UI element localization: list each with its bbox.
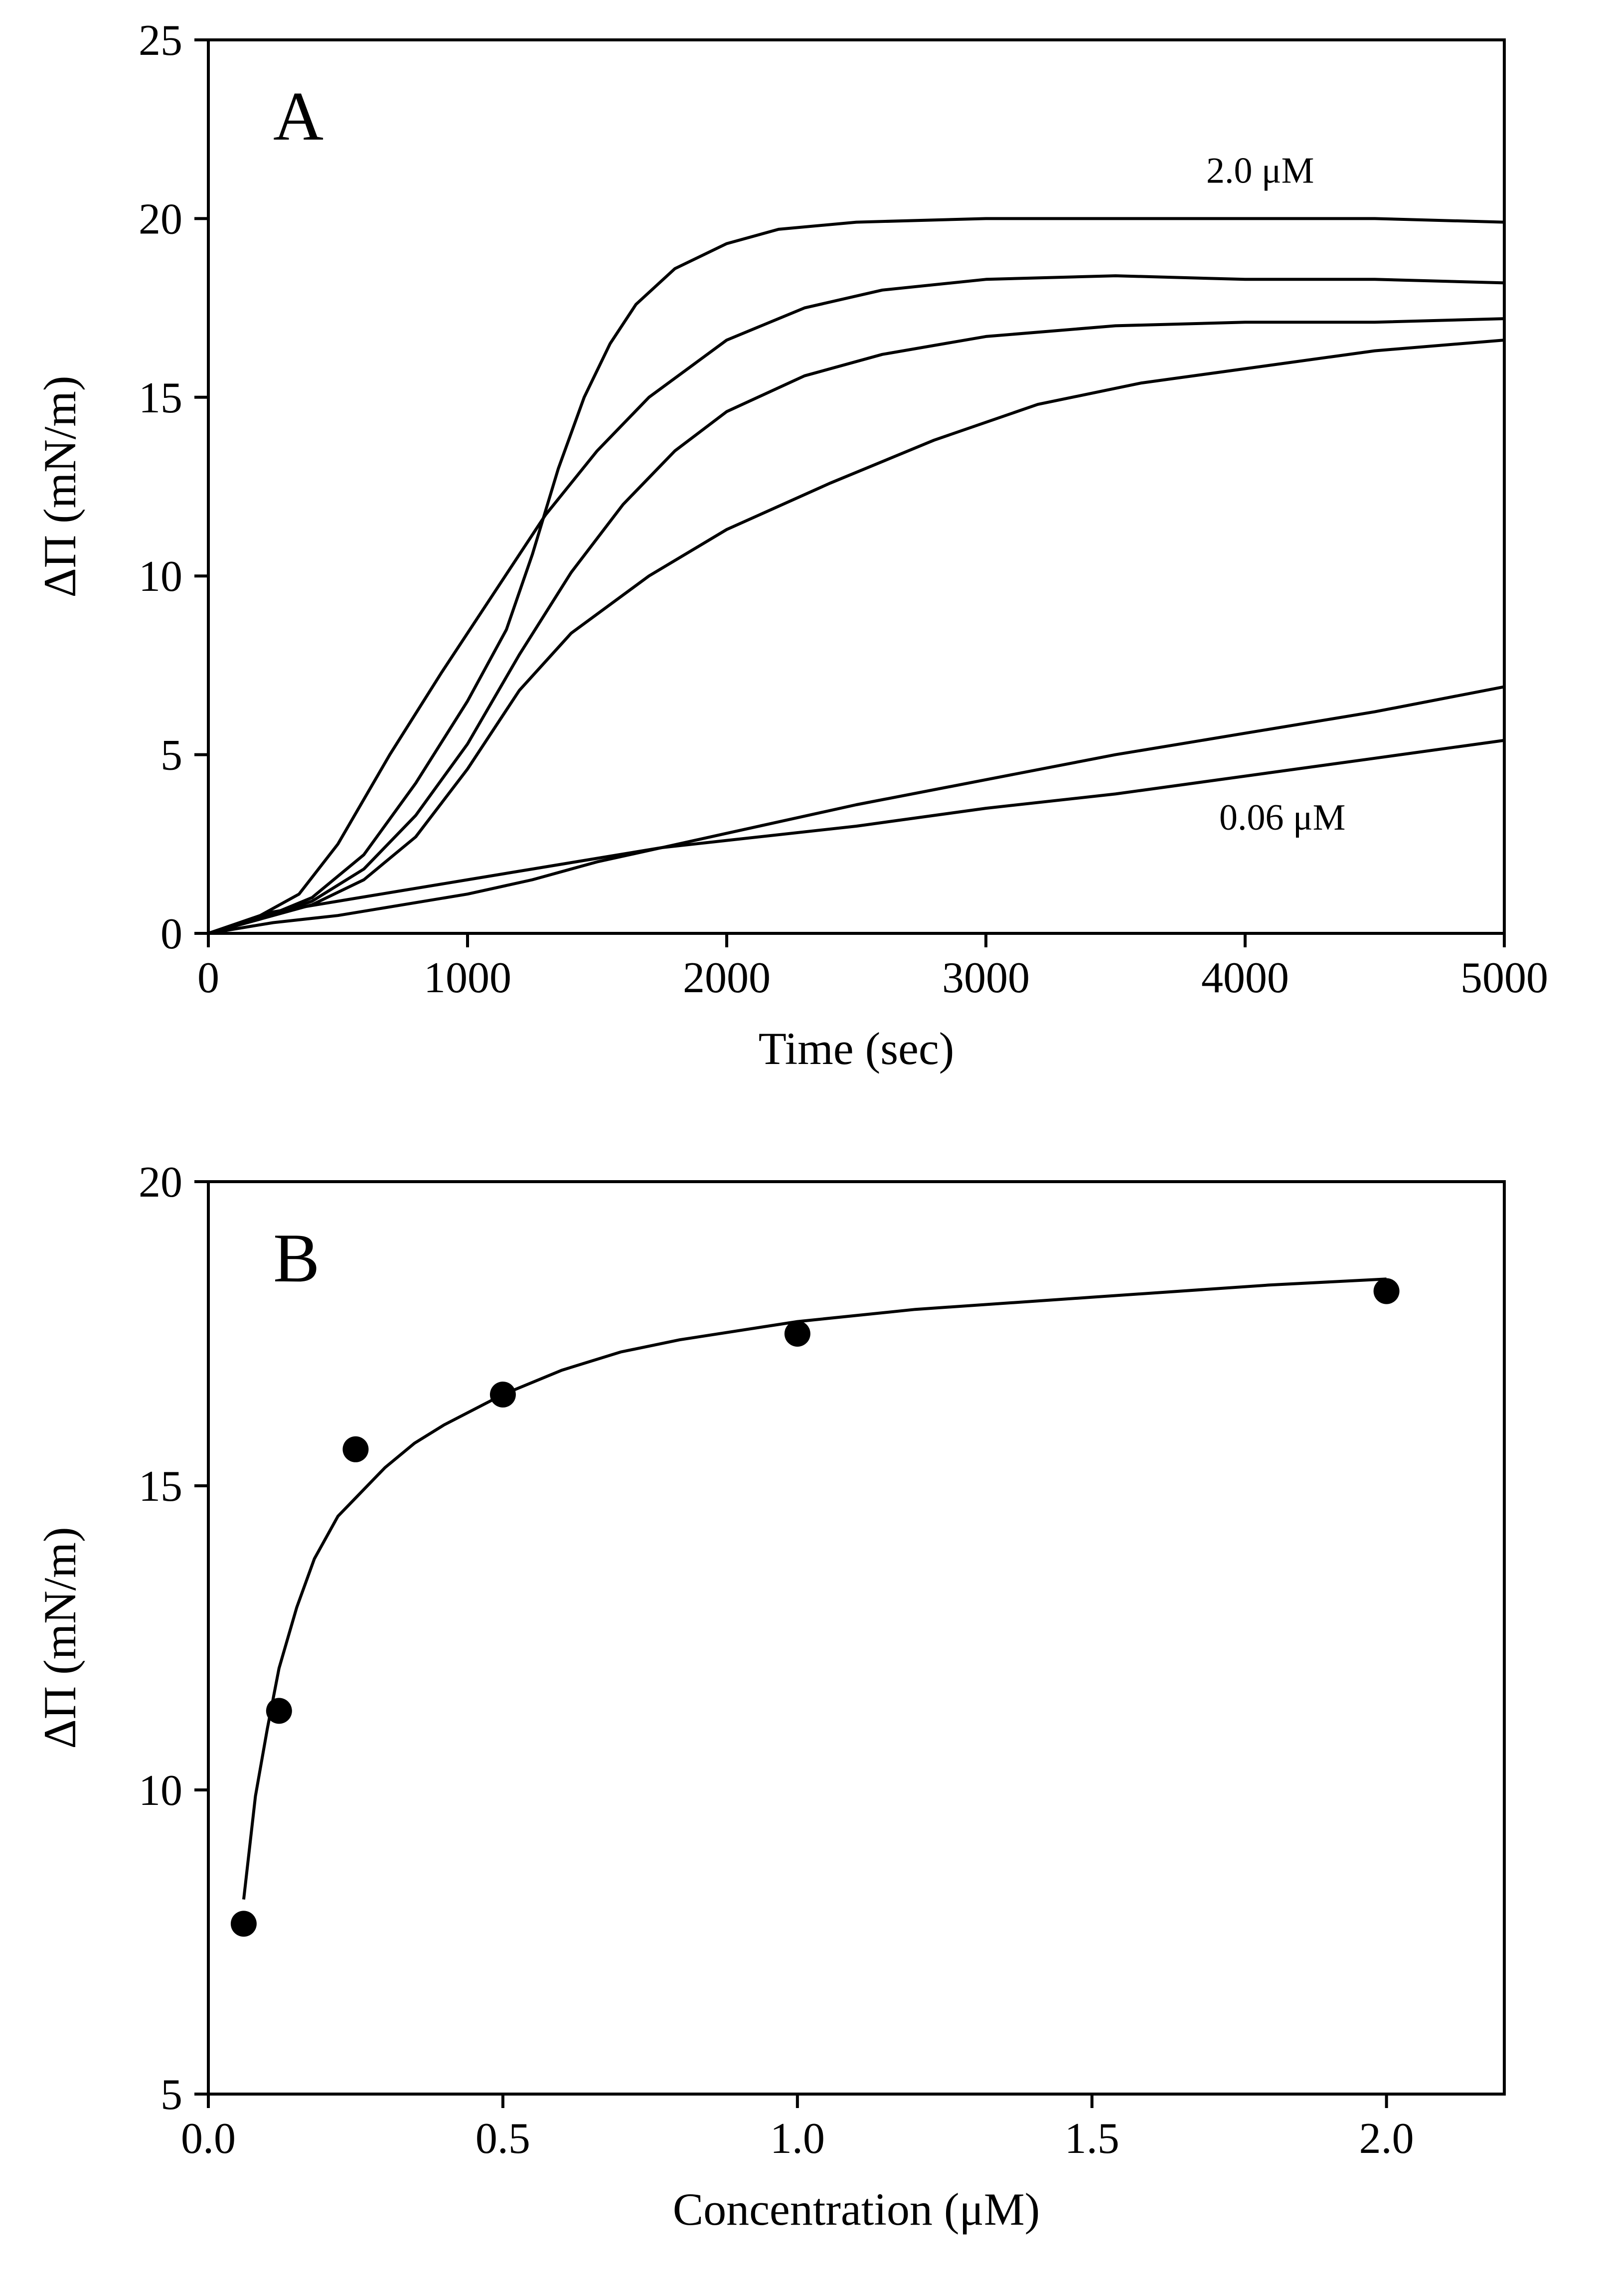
panel-a-y-tick-label: 20 bbox=[139, 195, 182, 243]
panel-a-series-line-5 bbox=[208, 738, 1505, 935]
panel-a-chart: 0 1000 2000 3000 4000 5000 0 5 10 15 20 25 A Time (… bbox=[34, 16, 1548, 1074]
panel-a-annotation-low: 0.06 μM bbox=[1219, 797, 1345, 838]
panel-b-data-point bbox=[1373, 1278, 1400, 1304]
panel-a-x-tick-label: 4000 bbox=[1201, 954, 1289, 1002]
panel-a-y-tick-label: 10 bbox=[139, 552, 182, 601]
panel-b-data-point bbox=[266, 1698, 292, 1724]
panel-a-x-tick-label: 2000 bbox=[683, 954, 771, 1002]
panel-b-x-tick-label: 0.0 bbox=[181, 2115, 236, 2163]
panel-a-x-tick-label: 3000 bbox=[942, 954, 1030, 1002]
panel-b-fit-curve bbox=[242, 1277, 1387, 1900]
panel-a-series-line-3 bbox=[208, 339, 1505, 935]
panel-b-y-axis-label: ΔΠ (mN/m) bbox=[34, 1527, 85, 1749]
panel-b-x-tick-label: 2.0 bbox=[1359, 2115, 1414, 2163]
panel-a-y-tick-label: 25 bbox=[139, 16, 182, 65]
panel-b-y-tick-label: 15 bbox=[139, 1462, 182, 1511]
panel-a-x-tick-label: 0 bbox=[197, 954, 219, 1002]
panel-a-series-line-1 bbox=[208, 274, 1505, 935]
panel-b-chart: 0.0 0.5 1.0 1.5 2.0 5 10 15 20 B Concentration (… bbox=[34, 1158, 1506, 2235]
panel-a-letter: A bbox=[273, 78, 323, 155]
panel-a-y-tick-label: 15 bbox=[139, 374, 182, 422]
panel-b-y-tick-label: 10 bbox=[139, 1766, 182, 1815]
panel-b-x-tick-label: 0.5 bbox=[476, 2115, 530, 2163]
panel-a-x-axis-label: Time (sec) bbox=[759, 1023, 955, 1074]
panel-a-y-tick-label: 0 bbox=[160, 910, 182, 958]
panel-a-series-line-0 bbox=[208, 217, 1505, 935]
panel-b-data-point bbox=[342, 1436, 369, 1462]
panel-a-y-axis-label: ΔΠ (mN/m) bbox=[34, 376, 85, 598]
panel-a-series-line-2 bbox=[208, 317, 1505, 935]
panel-a-annotation-high: 2.0 μM bbox=[1206, 151, 1314, 191]
panel-a-frame bbox=[207, 38, 1506, 935]
panel-b-y-tick-label: 20 bbox=[139, 1158, 182, 1207]
panel-b-data-point bbox=[784, 1321, 810, 1347]
panel-b-letter: B bbox=[273, 1220, 320, 1297]
panel-b-y-tick-label: 5 bbox=[160, 2071, 182, 2119]
panel-a-x-tick-label: 1000 bbox=[424, 954, 511, 1002]
panel-b-data-point bbox=[489, 1382, 516, 1408]
panel-b-x-tick-label: 1.0 bbox=[770, 2115, 825, 2163]
panel-b-x-axis-label: Concentration (μM) bbox=[673, 2184, 1040, 2235]
panel-b-data-point bbox=[230, 1911, 257, 1937]
panel-b-frame bbox=[207, 1180, 1506, 2096]
panel-b-x-tick-label: 1.5 bbox=[1065, 2115, 1120, 2163]
panel-a-y-tick-label: 5 bbox=[160, 731, 182, 780]
panel-a-x-tick-label: 5000 bbox=[1460, 954, 1548, 1002]
